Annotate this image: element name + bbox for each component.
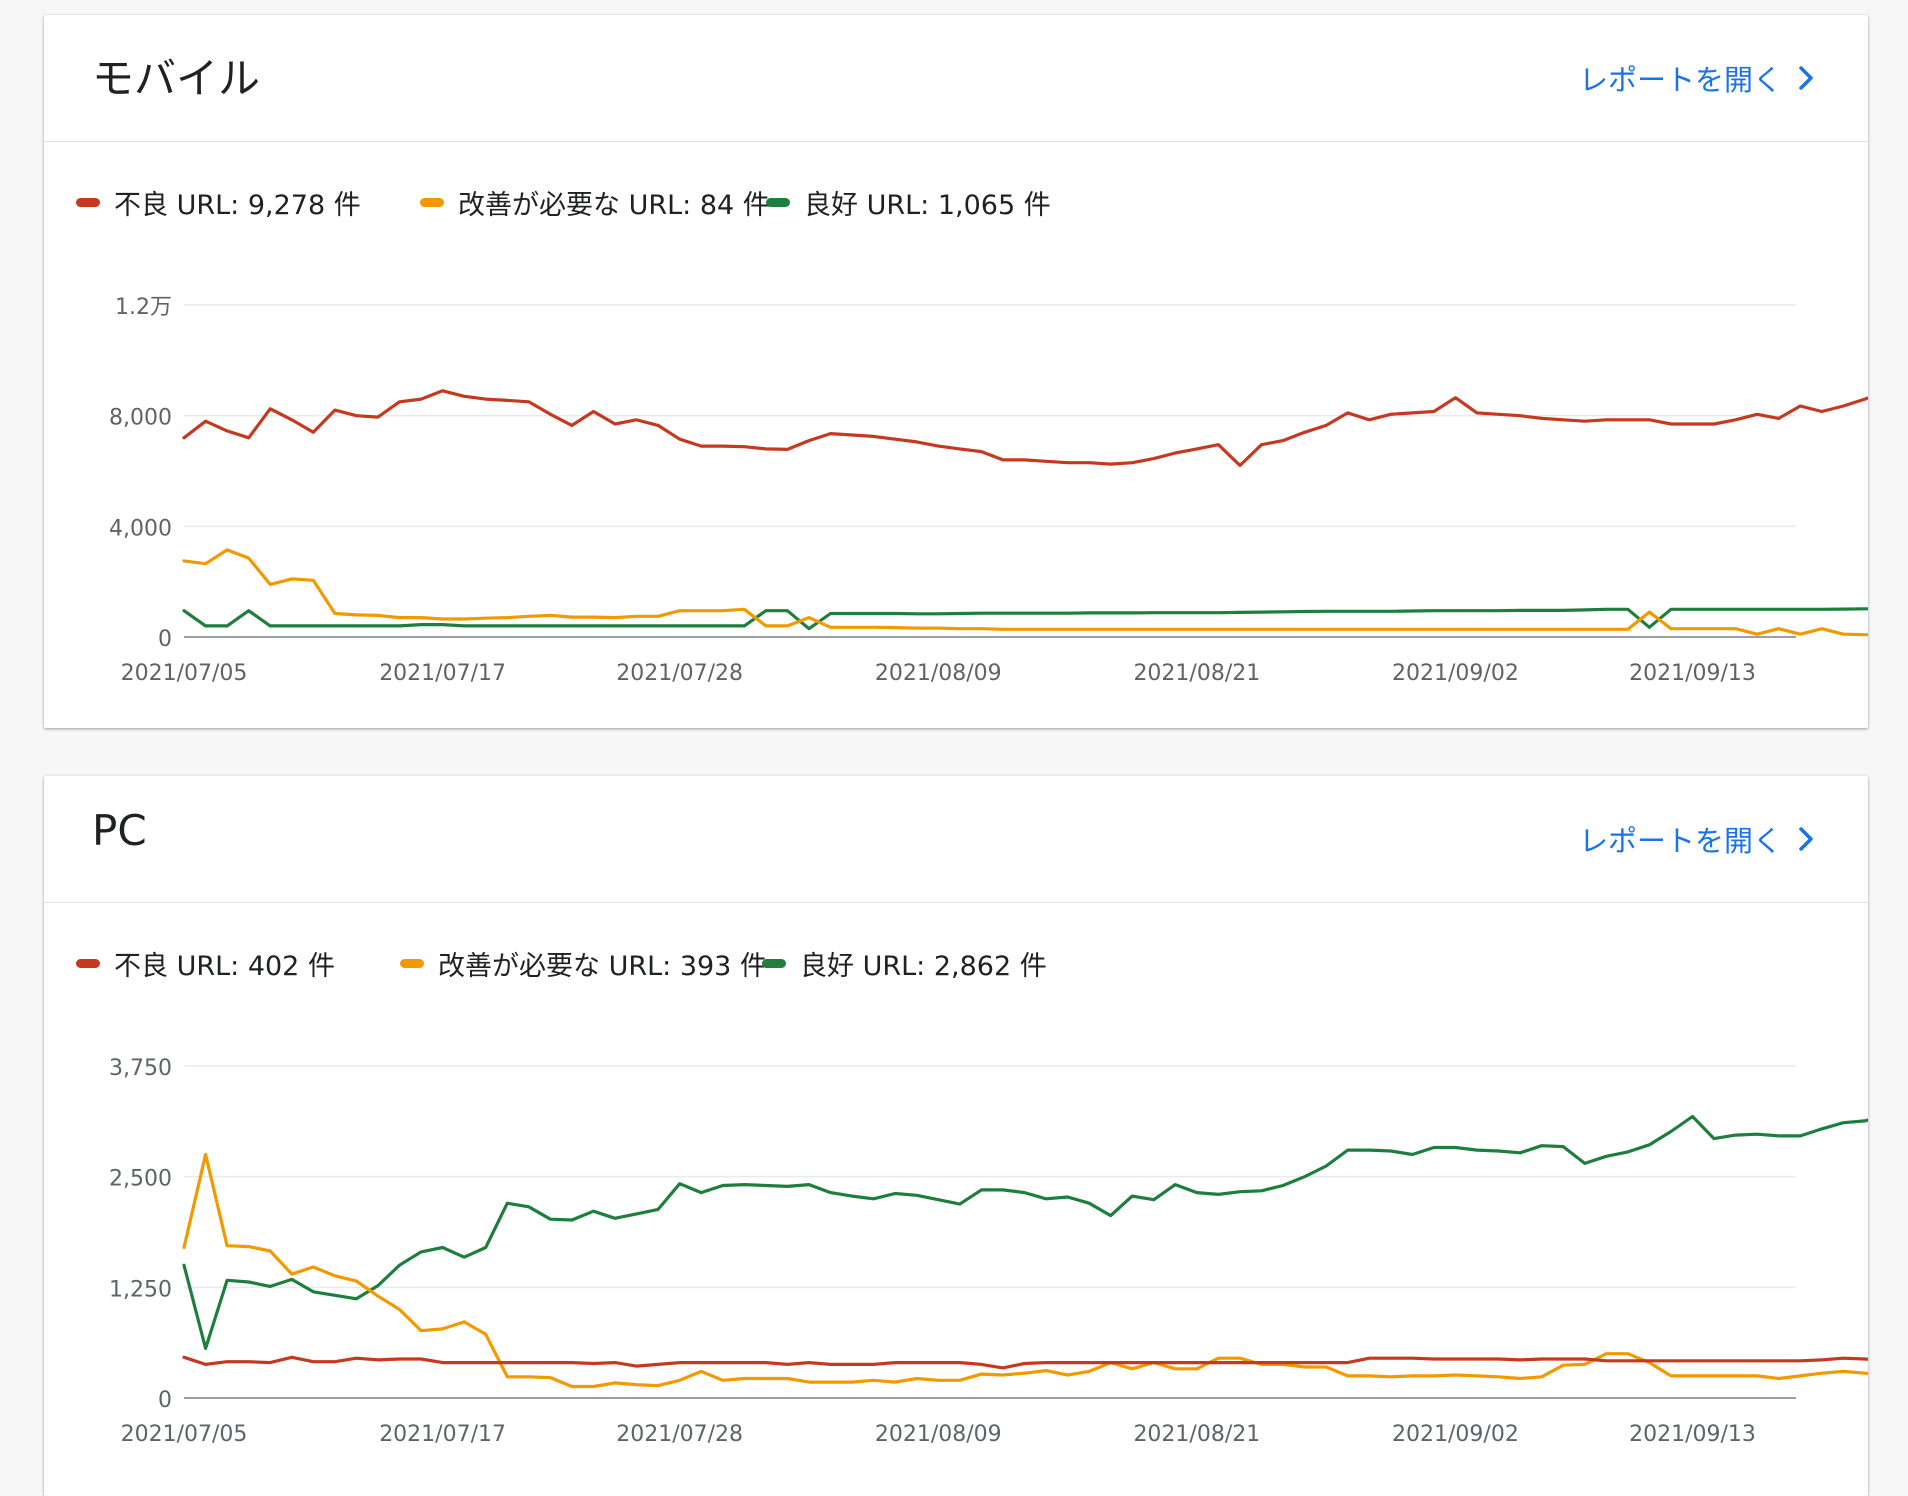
y-tick-label: 8,000 xyxy=(109,406,172,431)
y-tick-label: 0 xyxy=(158,1388,172,1413)
series-line xyxy=(182,1152,1868,1389)
legend-swatch xyxy=(400,959,424,968)
x-tick-label: 2021/09/02 xyxy=(1392,661,1519,686)
legend-item-good: 良好 URL: 1,065 件 xyxy=(766,183,1051,222)
x-tick-label: 2021/09/13 xyxy=(1629,1422,1756,1447)
x-tick-label: 2021/08/09 xyxy=(875,1422,1002,1447)
legend-item-good: 良好 URL: 2,862 件 xyxy=(762,944,1047,983)
mobile-card: モバイル レポートを開く 不良 URL: 9,278 件 改善が必要な URL:… xyxy=(44,15,1868,728)
x-tick-label: 2021/07/28 xyxy=(616,1422,743,1447)
mobile-chart: 0 4,000 8,000 1.2万 2021/07/05 2021/07/17 2021/… xyxy=(109,295,1868,686)
legend-swatch xyxy=(762,959,786,968)
legend-swatch xyxy=(766,198,790,207)
card-title: モバイル xyxy=(92,54,261,103)
y-tick-label: 1,250 xyxy=(109,1277,172,1302)
chevron-right-icon xyxy=(1799,827,1813,851)
open-report-label: レポートを開く xyxy=(1578,824,1782,858)
x-tick-label: 2021/07/17 xyxy=(379,661,506,686)
legend-label: 不良 URL: 9,278 件 xyxy=(114,190,361,221)
series-line xyxy=(182,548,1868,637)
legend-swatch xyxy=(420,198,444,207)
legend-item-needs-improvement: 改善が必要な URL: 393 件 xyxy=(400,944,767,983)
x-tick-label: 2021/08/21 xyxy=(1133,1422,1260,1447)
pc-chart: 0 1,250 2,500 3,750 2021/07/05 2021/07/17 2021… xyxy=(109,1056,1868,1447)
x-tick-label: 2021/07/28 xyxy=(616,661,743,686)
legend-label: 改善が必要な URL: 393 件 xyxy=(438,951,767,982)
legend-item-needs-improvement: 改善が必要な URL: 84 件 xyxy=(420,183,770,222)
pc-card: PC レポートを開く 不良 URL: 402 件 改善が必要な URL: 393… xyxy=(44,776,1868,1496)
series-line xyxy=(182,389,1868,468)
legend-item-bad: 不良 URL: 9,278 件 xyxy=(76,183,361,222)
open-report-label: レポートを開く xyxy=(1578,63,1782,97)
legend-swatch xyxy=(76,959,100,968)
y-tick-label: 2,500 xyxy=(109,1167,172,1192)
x-tick-label: 2021/08/21 xyxy=(1133,661,1260,686)
card-header: モバイル レポートを開く xyxy=(44,15,1868,142)
legend-item-bad: 不良 URL: 402 件 xyxy=(76,944,335,983)
y-tick-label: 0 xyxy=(158,627,172,652)
legend-swatch xyxy=(76,198,100,207)
x-tick-label: 2021/07/05 xyxy=(121,661,248,686)
y-tick-label: 4,000 xyxy=(109,516,172,541)
y-tick-label: 1.2万 xyxy=(115,295,172,320)
legend-label: 改善が必要な URL: 84 件 xyxy=(458,190,770,221)
card-title: PC xyxy=(92,806,147,855)
open-report-link[interactable]: レポートを開く xyxy=(1579,818,1818,860)
x-tick-label: 2021/08/09 xyxy=(875,661,1002,686)
x-tick-label: 2021/07/05 xyxy=(121,1422,248,1447)
y-tick-label: 3,750 xyxy=(109,1056,172,1081)
x-tick-label: 2021/09/13 xyxy=(1629,661,1756,686)
legend-label: 良好 URL: 1,065 件 xyxy=(804,190,1051,221)
legend-label: 良好 URL: 2,862 件 xyxy=(800,951,1047,982)
series-line xyxy=(182,1114,1868,1350)
chevron-right-icon xyxy=(1799,66,1813,90)
x-tick-label: 2021/07/17 xyxy=(379,1422,506,1447)
legend-label: 不良 URL: 402 件 xyxy=(114,951,335,982)
card-header: PC レポートを開く xyxy=(44,776,1868,903)
series-line xyxy=(182,1355,1868,1370)
series-line xyxy=(182,607,1868,631)
x-tick-label: 2021/09/02 xyxy=(1392,1422,1519,1447)
open-report-link[interactable]: レポートを開く xyxy=(1579,57,1818,99)
